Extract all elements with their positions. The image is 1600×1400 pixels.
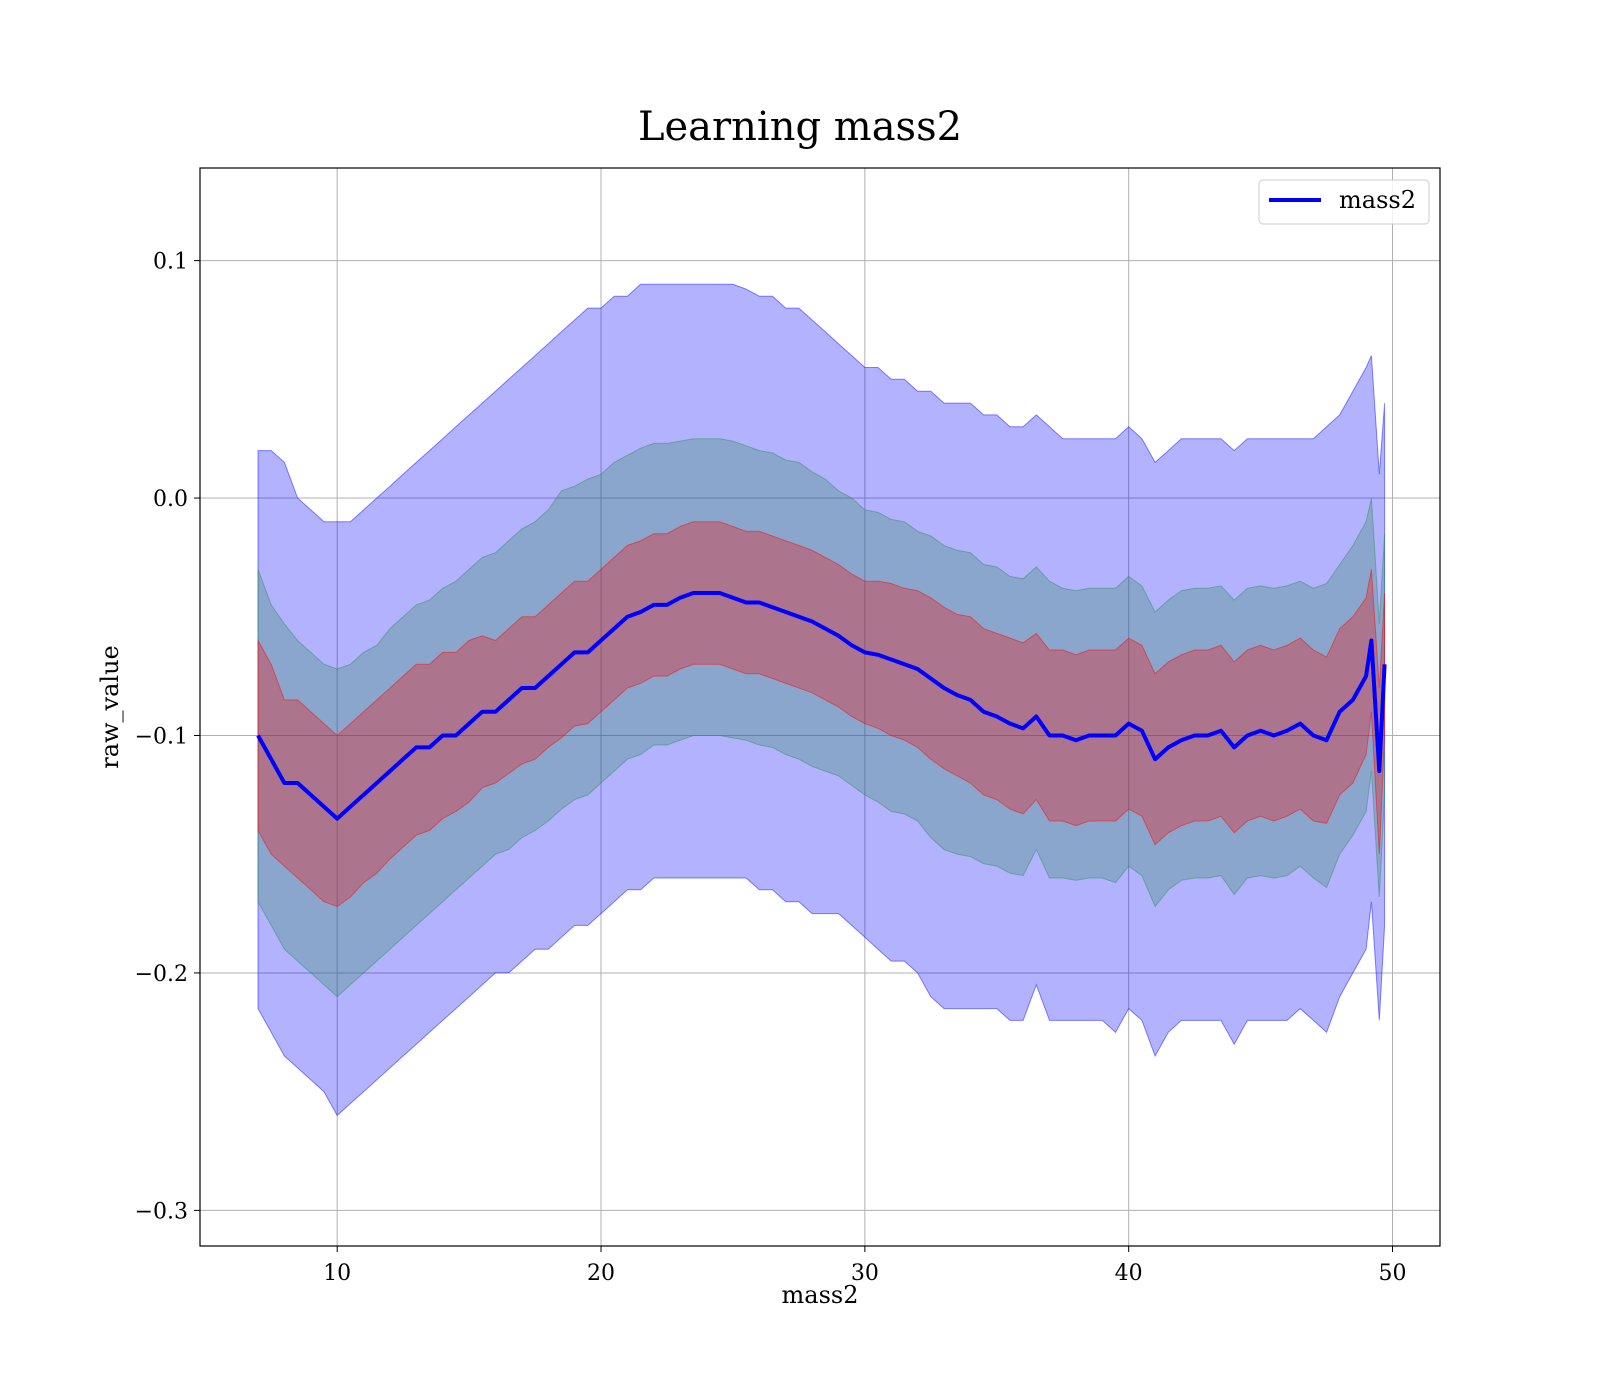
- grid: [200, 168, 1440, 1246]
- y-axis-label: raw_value: [96, 645, 124, 769]
- confidence-band: [257, 438, 1386, 998]
- x-axis: 10 20 30 40 50: [323, 1246, 1407, 1286]
- y-tick-label: −0.3: [135, 1199, 188, 1224]
- y-tick-label: 0.1: [153, 250, 188, 275]
- confidence-band: [257, 521, 1386, 908]
- series-lines: [256, 591, 1387, 821]
- chart-title: Learning mass2: [638, 104, 962, 150]
- x-tick-label: 40: [1115, 1261, 1143, 1286]
- confidence-bands: [257, 283, 1386, 1117]
- x-tick-label: 20: [587, 1261, 615, 1286]
- legend-label: mass2: [1339, 186, 1416, 214]
- series-line-mass2: [256, 591, 1387, 821]
- y-tick-label: 0.0: [153, 487, 188, 512]
- x-axis-label: mass2: [782, 1281, 859, 1309]
- x-tick-label: 10: [323, 1261, 351, 1286]
- plot-frame: [199, 167, 1441, 1247]
- y-tick-label: −0.2: [135, 962, 188, 987]
- confidence-band: [257, 283, 1386, 1117]
- y-tick-label: −0.1: [135, 724, 188, 749]
- x-tick-label: 30: [851, 1261, 879, 1286]
- x-tick-label: 50: [1379, 1261, 1407, 1286]
- legend-box: [1258, 179, 1430, 225]
- y-axis: −0.3 −0.2 −0.1 0.0 0.1: [135, 250, 200, 1224]
- legend: mass2: [1258, 179, 1430, 225]
